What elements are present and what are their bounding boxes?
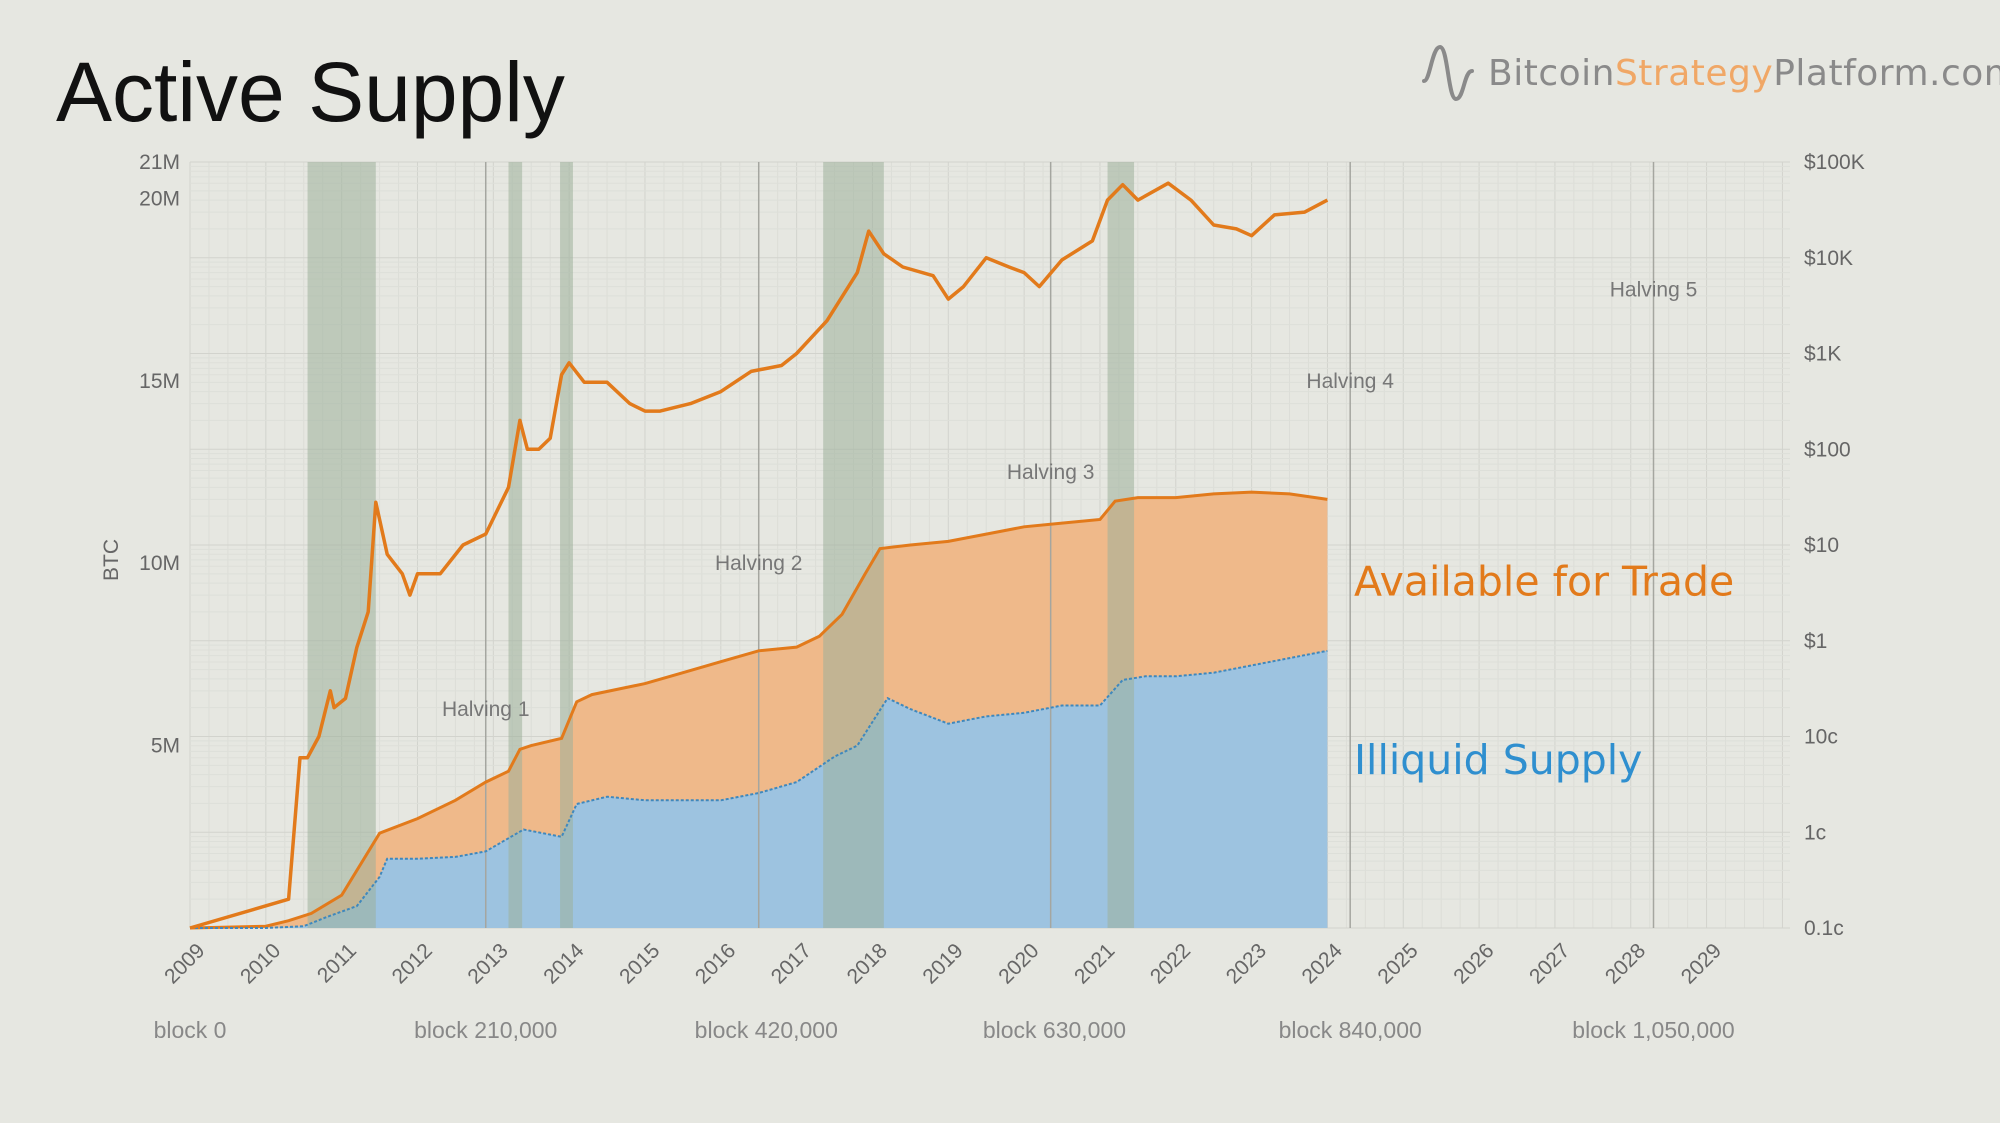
x-tick-label: 2025 <box>1373 939 1422 988</box>
block-label: block 630,000 <box>983 1017 1126 1043</box>
shaded-range <box>560 162 573 928</box>
x-tick-label: 2016 <box>691 939 740 988</box>
x-tick-label: 2010 <box>236 939 285 988</box>
x-tick-label: 2021 <box>1070 939 1119 988</box>
x-tick-label: 2023 <box>1222 939 1271 988</box>
x-tick-label: 2020 <box>994 939 1043 988</box>
x-tick-label: 2017 <box>767 939 816 988</box>
y-tick-label: 10M <box>139 552 180 575</box>
y2-tick-label: 0.1c <box>1804 917 1844 940</box>
y-tick-label: 15M <box>139 370 180 393</box>
annotations: Available for Trade Illiquid Supply <box>1354 557 1734 784</box>
x-tick-label: 2019 <box>918 939 967 988</box>
x-tick-label: 2028 <box>1601 939 1650 988</box>
y2-tick-label: $100K <box>1804 151 1865 174</box>
series-annotation: Illiquid Supply <box>1354 736 1642 784</box>
shaded-range <box>508 162 523 928</box>
x-tick-label: 2011 <box>313 939 361 987</box>
y2-tick-label: 1c <box>1804 821 1826 844</box>
y-tick-label: 21M <box>139 151 180 174</box>
y2-tick-label: $100 <box>1804 438 1851 461</box>
line-series <box>189 181 1329 930</box>
brand-part-1: Bitcoin <box>1488 52 1615 94</box>
x-tick-label: 2013 <box>463 939 512 988</box>
illiquid-supply-area <box>190 650 1328 928</box>
y-axis-label: BTC <box>100 539 123 581</box>
y2-tick-label: 10c <box>1804 726 1838 749</box>
y-tick-label: 5M <box>151 735 180 758</box>
brand-part-3: Platform.com <box>1773 52 2000 94</box>
x-tick-label: 2012 <box>388 939 437 988</box>
y2-tick-label: $1K <box>1804 343 1841 366</box>
x-tick-label: 2026 <box>1449 939 1498 988</box>
block-label: block 210,000 <box>414 1017 557 1043</box>
y2-tick-label: $10 <box>1804 534 1839 557</box>
series-annotation: Available for Trade <box>1354 557 1734 605</box>
shaded-ranges <box>307 162 1135 928</box>
x-tick-label: 2022 <box>1146 939 1195 988</box>
y2-tick-label: $1 <box>1804 630 1827 653</box>
x-tick-label: 2027 <box>1525 939 1574 988</box>
shaded-range <box>307 162 376 928</box>
y2-tick-label: $10K <box>1804 247 1853 270</box>
illiquid-supply-line <box>190 649 1328 929</box>
x-tick-label: 2009 <box>160 939 209 988</box>
halving-label: Halving 2 <box>715 552 803 575</box>
block-label: block 840,000 <box>1279 1017 1422 1043</box>
y-tick-label: 20M <box>139 187 180 210</box>
x-tick-label: 2024 <box>1298 939 1348 989</box>
halving-label: Halving 4 <box>1306 370 1394 393</box>
waveform-logo-icon <box>1422 44 1474 102</box>
available-for-trade-line <box>189 490 1328 930</box>
brand-name: BitcoinStrategyPlatform.com <box>1488 53 2000 94</box>
halving-label: Halving 1 <box>442 698 530 721</box>
x-tick-label: 2029 <box>1677 939 1726 988</box>
shaded-range <box>1107 162 1135 928</box>
halving-lines: Halving 1 Halving 2 Halving 3 Halving 4 Halv… <box>442 162 1697 928</box>
block-label: block 0 <box>154 1017 227 1043</box>
halving-label: Halving 5 <box>1610 279 1698 302</box>
x-tick-label: 2018 <box>843 939 892 988</box>
block-label: block 1,050,000 <box>1572 1017 1734 1043</box>
halving-label: Halving 3 <box>1007 461 1095 484</box>
block-label: block 420,000 <box>695 1017 838 1043</box>
x-tick-label: 2014 <box>539 939 589 989</box>
page-title: Active Supply <box>56 45 565 139</box>
brand-part-2: Strategy <box>1614 52 1774 94</box>
brand-logo: BitcoinStrategyPlatform.com <box>1420 38 2000 108</box>
x-tick-label: 2015 <box>615 939 664 988</box>
shaded-range <box>823 162 884 928</box>
price-line <box>189 181 1329 930</box>
